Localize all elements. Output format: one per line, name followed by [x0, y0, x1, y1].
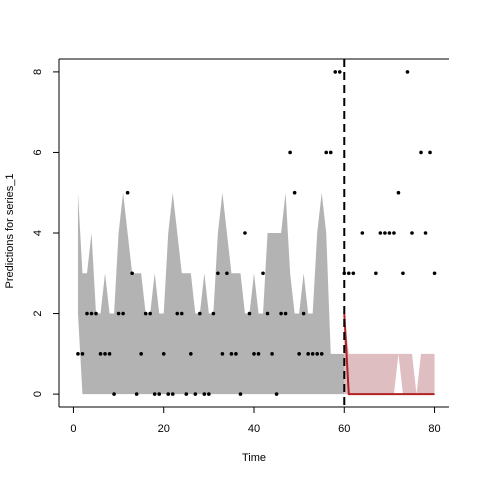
observation-point	[419, 150, 423, 155]
observation-point	[125, 190, 130, 195]
x-tick-label: 40	[248, 423, 260, 435]
observation-point	[148, 311, 152, 316]
y-tick-label: 4	[32, 230, 44, 236]
observation-point	[279, 311, 283, 316]
observation-point	[216, 271, 220, 276]
observation-point	[383, 231, 387, 235]
observation-point	[374, 271, 378, 276]
y-axis-label: Predictions for series_1	[4, 174, 16, 289]
observation-point	[265, 311, 270, 316]
observation-point	[161, 352, 166, 356]
observation-point	[175, 311, 180, 316]
observation-point	[238, 392, 243, 396]
observation-point	[170, 392, 175, 396]
observation-point	[166, 392, 171, 396]
observation-point	[283, 311, 288, 316]
observation-point	[396, 190, 401, 195]
observation-point	[297, 352, 301, 356]
observation-point	[423, 231, 428, 235]
observation-point	[306, 352, 310, 356]
observation-point	[387, 231, 392, 235]
observation-point	[315, 352, 319, 356]
y-tick-label: 8	[32, 69, 44, 75]
observation-point	[89, 311, 94, 316]
observation-point	[121, 311, 125, 316]
observation-point	[152, 392, 157, 396]
observation-point	[85, 311, 89, 316]
x-tick-label: 20	[158, 423, 170, 435]
observation-point	[130, 271, 134, 276]
observation-point	[261, 271, 265, 276]
observation-point	[198, 311, 202, 316]
observation-point	[252, 352, 256, 356]
observation-point	[274, 392, 279, 396]
observation-point	[256, 352, 261, 356]
observation-point	[360, 231, 365, 235]
observation-point	[328, 150, 333, 155]
x-axis-label: Time	[242, 452, 266, 464]
observation-point	[270, 352, 274, 356]
observation-point	[310, 352, 315, 356]
observation-point	[342, 271, 347, 276]
observation-point	[193, 392, 198, 396]
forecast-mean-line	[343, 313, 435, 396]
observation-point	[301, 311, 306, 316]
observation-point	[220, 352, 225, 356]
observation-point	[324, 150, 329, 155]
x-tick-label: 80	[428, 423, 440, 435]
observation-point	[202, 392, 207, 396]
observation-point	[428, 150, 432, 155]
interval-bands	[77, 192, 435, 395]
observation-point	[378, 231, 383, 235]
observation-point	[107, 352, 112, 356]
observation-point	[288, 150, 292, 155]
observation-point	[211, 311, 216, 316]
observation-point	[94, 311, 98, 316]
observation-point	[116, 311, 121, 316]
y-tick-label: 6	[32, 149, 44, 155]
observation-point	[207, 392, 211, 396]
observation-point	[112, 392, 116, 396]
observation-point	[179, 311, 184, 316]
in-sample-interval-band	[77, 192, 345, 395]
observation-point	[143, 311, 148, 316]
observation-point	[103, 352, 107, 356]
observation-point	[405, 70, 410, 74]
observation-point	[229, 352, 234, 356]
observation-point	[432, 271, 437, 276]
forecast-lines	[343, 59, 435, 407]
x-tick-label: 0	[70, 423, 76, 435]
observation-point	[333, 70, 338, 74]
observation-point	[184, 392, 189, 396]
observation-point	[225, 271, 229, 276]
observation-point	[247, 311, 252, 316]
observation-point	[351, 271, 356, 276]
observation-point	[234, 352, 238, 356]
observation-point	[98, 352, 103, 356]
observation-point	[189, 352, 193, 356]
forecast-interval-band	[344, 313, 435, 395]
x-tick-label: 60	[338, 423, 350, 435]
observation-point	[76, 352, 80, 356]
observation-point	[346, 271, 351, 276]
observation-point	[392, 231, 396, 235]
observation-point	[410, 231, 414, 235]
observation-point	[319, 352, 324, 356]
y-tick-label: 0	[32, 391, 44, 397]
observation-point	[337, 70, 342, 74]
observation-point	[157, 392, 162, 396]
axes: 0 20 40 60 80 0 2 4 6 8	[32, 58, 449, 435]
observation-points	[76, 70, 437, 396]
observation-point	[292, 190, 297, 195]
y-tick-label: 2	[32, 310, 44, 316]
observation-point	[139, 352, 143, 356]
observation-point	[401, 271, 405, 276]
observation-point	[243, 231, 247, 235]
observation-point	[134, 392, 139, 396]
observation-point	[80, 352, 85, 356]
